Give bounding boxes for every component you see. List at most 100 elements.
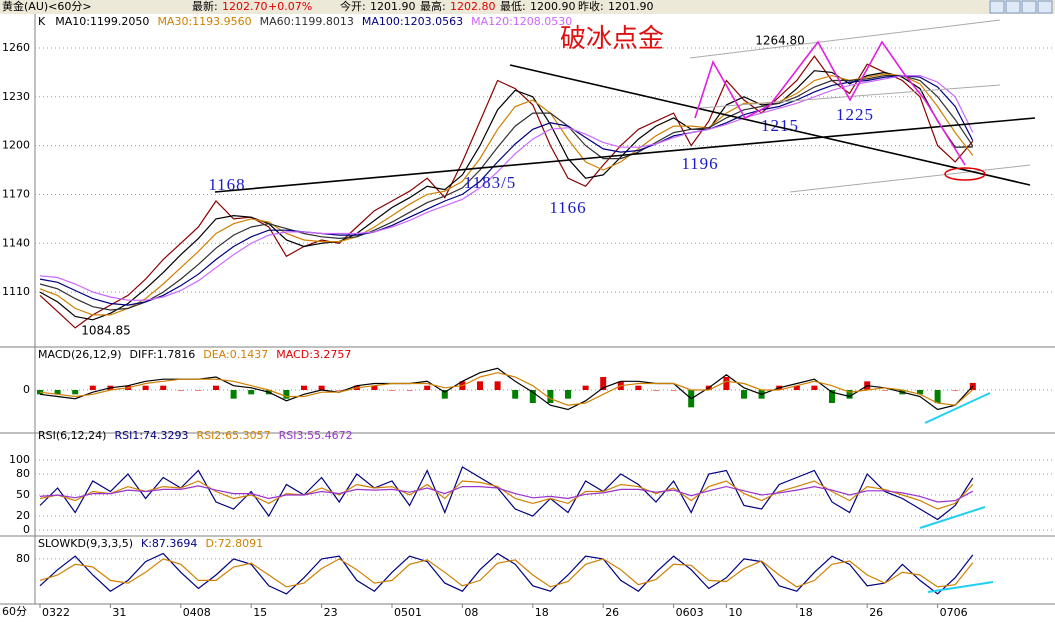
x-tick-label: 0408 xyxy=(183,606,211,619)
histogram-bar xyxy=(406,390,413,391)
quote-label: 最新: xyxy=(192,0,218,13)
y-tick-label: 0 xyxy=(23,383,30,396)
histogram-bar xyxy=(318,385,325,390)
histogram-bar xyxy=(723,377,730,390)
quote-value: 1200.90 xyxy=(530,0,576,13)
panel-title: RSI(6,12,24) xyxy=(38,429,106,442)
panel-title: SLOWKD(9,3,3,5) xyxy=(38,537,133,550)
period-label: 60分 xyxy=(2,605,27,618)
quote-value: 1201.90 xyxy=(608,0,654,13)
x-tick-label: 0501 xyxy=(394,606,422,619)
chart-title: 破冰点金 xyxy=(560,24,664,54)
histogram-bar xyxy=(389,390,395,391)
x-tick-label: 08 xyxy=(464,606,478,619)
histogram-bar xyxy=(54,390,61,395)
quote-value: 1202.80 xyxy=(450,0,496,13)
y-tick-label: 100 xyxy=(9,453,30,466)
highlight-ellipse xyxy=(944,167,986,181)
header-bar xyxy=(0,0,1055,14)
series-line xyxy=(39,73,974,316)
histogram-bar xyxy=(195,390,202,391)
quote-label: 最低: xyxy=(500,0,526,13)
zigzag xyxy=(694,40,966,166)
frame xyxy=(0,14,1055,605)
quote-value: 1201.90 xyxy=(370,0,416,13)
annotation: 1215 xyxy=(761,116,799,135)
y-tick-label: 20 xyxy=(16,509,30,522)
histogram-bar xyxy=(301,385,307,390)
channel-line xyxy=(789,164,1031,193)
trend-line xyxy=(214,117,1036,193)
annotation: 1264.80 xyxy=(755,34,805,48)
histogram-bar xyxy=(829,390,835,403)
quote-label: 最高: xyxy=(420,0,446,13)
annotation: 1168 xyxy=(208,175,245,194)
histogram-bar xyxy=(89,385,96,390)
histogram-bar xyxy=(371,385,378,390)
button[interactable] xyxy=(1005,0,1021,14)
button[interactable] xyxy=(1021,0,1037,14)
legend-item: MACD:3.2757 xyxy=(276,348,351,361)
legend-item: MA120:1208.0530 xyxy=(471,15,572,28)
y-tick-label: 1200 xyxy=(2,139,30,152)
legend-item: K xyxy=(38,15,46,28)
histogram-bar xyxy=(160,385,167,390)
plot: 1110 1140 1170 1200 1230 1260 K MA10:1199.2050 M… xyxy=(2,15,1055,619)
quote-label: 昨收: xyxy=(578,0,604,13)
series-line xyxy=(39,485,974,503)
y-tick-label: 1170 xyxy=(2,187,30,200)
histogram-bar xyxy=(230,390,237,399)
button[interactable] xyxy=(989,0,1005,14)
histogram-bar xyxy=(635,385,642,390)
histogram-bar xyxy=(917,390,923,395)
legend-item: RSI3:55.4672 xyxy=(279,429,353,442)
series-line xyxy=(39,558,974,588)
legend-item: DEA:0.1437 xyxy=(203,348,268,361)
legend-item: RSI1:74.3293 xyxy=(114,429,188,442)
quote-label: 今开: xyxy=(340,0,366,13)
button[interactable] xyxy=(1037,0,1053,14)
series-line xyxy=(39,372,974,406)
x-tick-label: 0603 xyxy=(676,606,704,619)
histogram-bar xyxy=(846,390,853,399)
annotation: 1183/5 xyxy=(464,173,517,192)
x-tick-label: 26 xyxy=(605,606,619,619)
histogram-bar xyxy=(547,390,554,403)
annotation: 1084.85 xyxy=(81,324,131,338)
histogram-bar xyxy=(441,390,448,399)
histogram-bar xyxy=(177,390,184,391)
trend-line xyxy=(509,64,1031,186)
series-line xyxy=(39,466,974,521)
x-tick-label: 18 xyxy=(535,606,549,619)
x-tick-label: 0322 xyxy=(42,606,70,619)
annotation: 1196 xyxy=(681,154,718,173)
histogram-bar xyxy=(37,390,43,395)
histogram-bar xyxy=(653,390,659,391)
histogram-bar xyxy=(670,390,677,391)
legend-item: K:87.3694 xyxy=(141,537,197,550)
histogram-bar xyxy=(248,390,255,395)
quote-value: 1202.70 xyxy=(222,0,268,13)
histogram-bar xyxy=(494,381,501,390)
legend-item: DIFF:1.7816 xyxy=(130,348,196,361)
quote-change: +0.07% xyxy=(268,0,312,13)
channel-line xyxy=(689,19,1001,59)
histogram-bar xyxy=(477,381,483,390)
y-tick-label: 0 xyxy=(23,523,30,536)
histogram-bar xyxy=(213,385,219,390)
y-tick-label: 1140 xyxy=(2,236,30,249)
x-tick-label: 26 xyxy=(869,606,883,619)
histogram-bar xyxy=(565,390,571,399)
histogram-bar xyxy=(793,385,800,390)
histogram-bar xyxy=(336,390,343,391)
annotation: 1166 xyxy=(549,198,586,217)
histogram-bar xyxy=(512,390,519,399)
legend-item: RSI2:65.3057 xyxy=(197,429,271,442)
x-tick-label: 15 xyxy=(253,606,267,619)
histogram-bar xyxy=(811,385,818,390)
y-tick-label: 80 xyxy=(16,552,30,565)
x-tick-label: 10 xyxy=(728,606,742,619)
histogram-bar xyxy=(283,390,290,399)
x-tick-label: 23 xyxy=(324,606,338,619)
